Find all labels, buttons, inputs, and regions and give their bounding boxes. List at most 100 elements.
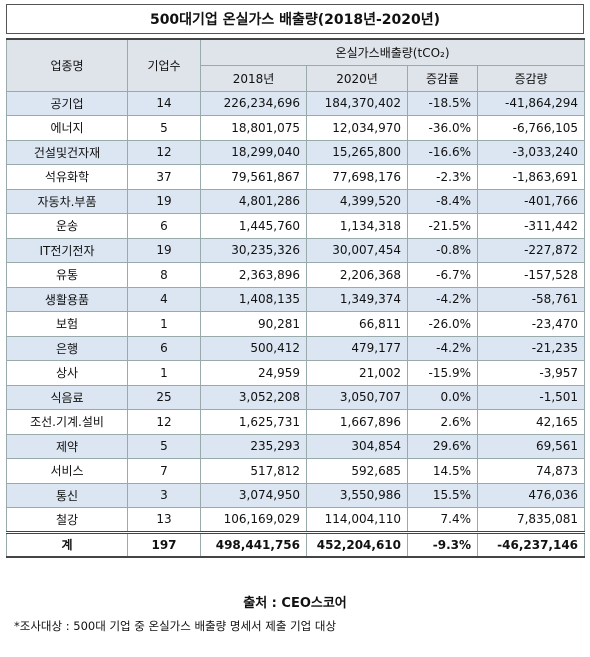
table-cell: 3,052,208 bbox=[200, 384, 307, 410]
table-cell: 18,801,075 bbox=[200, 115, 307, 141]
table-cell: 7 bbox=[127, 458, 201, 484]
table-cell: 226,234,696 bbox=[200, 90, 307, 116]
table-cell: 90,281 bbox=[200, 311, 307, 337]
table-cell: 상사 bbox=[6, 360, 128, 386]
table-cell: -1,863,691 bbox=[476, 164, 586, 190]
table-cell: -58,761 bbox=[476, 286, 586, 312]
table-cell: 1,445,760 bbox=[200, 213, 307, 239]
table-cell: 1,667,896 bbox=[306, 409, 408, 435]
table-cell: 2,363,896 bbox=[200, 262, 307, 288]
table-cell: -26.0% bbox=[407, 311, 478, 337]
table-cell: 8 bbox=[127, 262, 201, 288]
table-cell: 3,074,950 bbox=[200, 482, 307, 508]
table-cell: -16.6% bbox=[407, 139, 478, 165]
table-row: 보험 1 90,281 66,811 -26.0% -23,470 bbox=[6, 311, 586, 337]
table-cell: 6 bbox=[127, 213, 201, 239]
table-cell: 식음료 bbox=[6, 384, 128, 410]
table-cell: -46,237,146 bbox=[476, 530, 586, 558]
table-cell: 79,561,867 bbox=[200, 164, 307, 190]
table-cell: 1,408,135 bbox=[200, 286, 307, 312]
table-cell: -157,528 bbox=[476, 262, 586, 288]
table-cell: 37 bbox=[127, 164, 201, 190]
table-cell: 21,002 bbox=[306, 360, 408, 386]
table-cell: 13 bbox=[127, 507, 201, 533]
table-row: 건설및건자재 12 18,299,040 15,265,800 -16.6% -3,033… bbox=[6, 139, 586, 165]
table-cell: 건설및건자재 bbox=[6, 139, 128, 165]
table-row: 계 197 498,441,756 452,204,610 -9.3% -46,237,1… bbox=[6, 530, 586, 558]
table-cell: -23,470 bbox=[476, 311, 586, 337]
table-cell: 1,349,374 bbox=[306, 286, 408, 312]
table-cell: 184,370,402 bbox=[306, 90, 408, 116]
header-cell: 증감량 bbox=[476, 64, 586, 92]
table-cell: -6,766,105 bbox=[476, 115, 586, 141]
header-cell: 업종명 bbox=[6, 38, 128, 92]
note: *조사대상 : 500대 기업 중 온실가스 배출량 명세서 제출 기업 대상 bbox=[14, 619, 337, 633]
table-cell: 7.4% bbox=[407, 507, 478, 533]
table-cell: 14 bbox=[127, 90, 201, 116]
table-cell: 5 bbox=[127, 433, 201, 459]
table-body: 공기업 14 226,234,696 184,370,402 -18.5% -41,864… bbox=[6, 90, 586, 558]
table-cell: 19 bbox=[127, 188, 201, 214]
table-cell: -15.9% bbox=[407, 360, 478, 386]
table-cell: 에너지 bbox=[6, 115, 128, 141]
table-cell: 479,177 bbox=[306, 335, 408, 361]
table-cell: 7,835,081 bbox=[476, 507, 586, 533]
table-cell: 18,299,040 bbox=[200, 139, 307, 165]
table-cell: 14.5% bbox=[407, 458, 478, 484]
emissions-table: 업종명 기업수 온실가스배출량(tCO₂) 2018년 2020년 증감률 증감… bbox=[6, 38, 586, 558]
table-row: 통신 3 3,074,950 3,550,986 15.5% 476,036 bbox=[6, 482, 586, 508]
table-row: 생활용품 4 1,408,135 1,349,374 -4.2% -58,761 bbox=[6, 286, 586, 312]
table-cell: 66,811 bbox=[306, 311, 408, 337]
table-cell: 1 bbox=[127, 360, 201, 386]
table-cell: 통신 bbox=[6, 482, 128, 508]
table-cell: -6.7% bbox=[407, 262, 478, 288]
table-cell: -4.2% bbox=[407, 286, 478, 312]
table-cell: 0.0% bbox=[407, 384, 478, 410]
table-cell: 592,685 bbox=[306, 458, 408, 484]
table-cell: 77,698,176 bbox=[306, 164, 408, 190]
table-cell: -21.5% bbox=[407, 213, 478, 239]
table-cell: 6 bbox=[127, 335, 201, 361]
table-row: IT전기전자 19 30,235,326 30,007,454 -0.8% -227,87… bbox=[6, 237, 586, 263]
table-cell: 69,561 bbox=[476, 433, 586, 459]
header-cell: 2018년 bbox=[200, 64, 307, 92]
table-cell: -0.8% bbox=[407, 237, 478, 263]
table-cell: -18.5% bbox=[407, 90, 478, 116]
table-cell: -311,442 bbox=[476, 213, 586, 239]
table-title: 500대기업 온실가스 배출량(2018년-2020년) bbox=[6, 4, 584, 34]
table-row: 제약 5 235,293 304,854 29.6% 69,561 bbox=[6, 433, 586, 459]
table-cell: 보험 bbox=[6, 311, 128, 337]
table-cell: 30,007,454 bbox=[306, 237, 408, 263]
table-cell: -2.3% bbox=[407, 164, 478, 190]
table-cell: -8.4% bbox=[407, 188, 478, 214]
table-cell: 30,235,326 bbox=[200, 237, 307, 263]
table-cell: 3,050,707 bbox=[306, 384, 408, 410]
table-row: 공기업 14 226,234,696 184,370,402 -18.5% -41,864… bbox=[6, 90, 586, 116]
table-cell: 서비스 bbox=[6, 458, 128, 484]
table-cell: 4,399,520 bbox=[306, 188, 408, 214]
table-cell: 304,854 bbox=[306, 433, 408, 459]
table-row: 조선.기계.설비 12 1,625,731 1,667,896 2.6% 42,165 bbox=[6, 409, 586, 435]
table-cell: 24,959 bbox=[200, 360, 307, 386]
header-cell: 증감률 bbox=[407, 64, 478, 92]
table-cell: IT전기전자 bbox=[6, 237, 128, 263]
table-cell: 15,265,800 bbox=[306, 139, 408, 165]
table-cell: -36.0% bbox=[407, 115, 478, 141]
table-cell: 197 bbox=[127, 530, 201, 558]
table-cell: 자동차.부품 bbox=[6, 188, 128, 214]
table-cell: 1,134,318 bbox=[306, 213, 408, 239]
header-cell: 기업수 bbox=[127, 38, 201, 92]
table-cell: 1 bbox=[127, 311, 201, 337]
table-cell: 계 bbox=[6, 530, 128, 558]
table-cell: 452,204,610 bbox=[306, 530, 408, 558]
table-cell: 114,004,110 bbox=[306, 507, 408, 533]
table-cell: 석유화학 bbox=[6, 164, 128, 190]
table-cell: 235,293 bbox=[200, 433, 307, 459]
table-cell: 498,441,756 bbox=[200, 530, 307, 558]
table-cell: 5 bbox=[127, 115, 201, 141]
table-cell: 15.5% bbox=[407, 482, 478, 508]
table-cell: 517,812 bbox=[200, 458, 307, 484]
table-cell: 74,873 bbox=[476, 458, 586, 484]
table-cell: 12,034,970 bbox=[306, 115, 408, 141]
table-cell: 2,206,368 bbox=[306, 262, 408, 288]
